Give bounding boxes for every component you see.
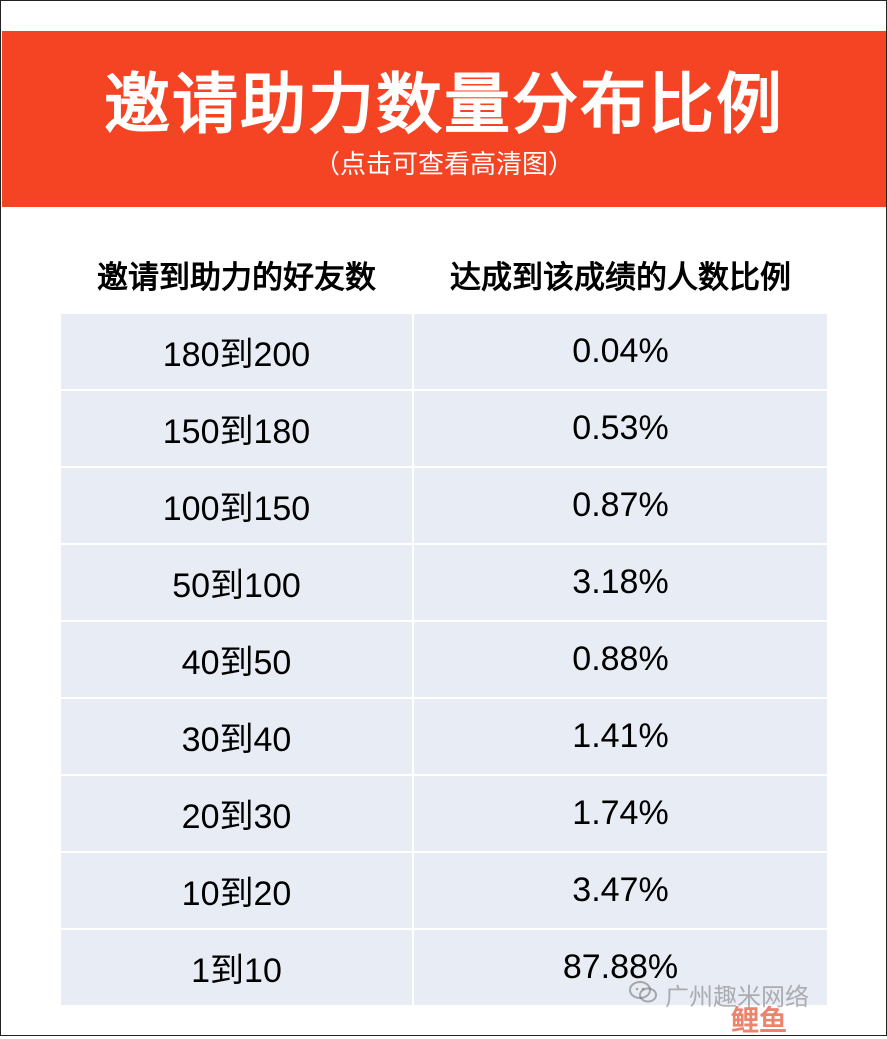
- ratio-cell: 0.87%: [413, 466, 829, 544]
- page-title: 邀请助力数量分布比例: [104, 66, 784, 143]
- table-header-row: 邀请到助力的好友数 达成到该成绩的人数比例: [61, 236, 829, 313]
- ratio-cell: 3.18%: [413, 543, 829, 621]
- table-row: 180到200 0.04%: [61, 312, 829, 390]
- ratio-cell: 0.04%: [413, 312, 829, 390]
- table-row: 50到100 3.18%: [61, 543, 829, 621]
- ratio-cell: 87.88%: [413, 928, 829, 1005]
- page-subtitle-link[interactable]: （点击可查看高清图）: [313, 150, 574, 180]
- range-cell: 10到20: [61, 851, 414, 929]
- watermark-text: 广州趣米网络: [665, 983, 809, 1011]
- table-row: 10到20 3.47%: [61, 851, 829, 929]
- watermark: 广州趣米网络 鲤鱼: [621, 969, 871, 1037]
- ratio-cell: 3.47%: [413, 851, 829, 929]
- range-cell: 30到40: [61, 697, 414, 775]
- range-cell: 1到10: [61, 928, 414, 1005]
- distribution-table: 邀请到助力的好友数 达成到该成绩的人数比例 180到200 0.04% 150到…: [61, 236, 829, 1005]
- table-row: 40到50 0.88%: [61, 620, 829, 698]
- title-banner: 邀请助力数量分布比例 （点击可查看高清图）: [2, 31, 886, 207]
- range-cell: 20到30: [61, 774, 414, 852]
- ratio-cell: 1.41%: [413, 697, 829, 775]
- column-header-ratio: 达成到该成绩的人数比例: [413, 236, 829, 313]
- range-cell: 180到200: [61, 312, 414, 390]
- ratio-cell: 0.88%: [413, 620, 829, 698]
- table-row: 30到40 1.41%: [61, 697, 829, 775]
- ratio-cell: 0.53%: [413, 389, 829, 467]
- column-header-friends: 邀请到助力的好友数: [61, 236, 414, 313]
- table-row: 100到150 0.87%: [61, 466, 829, 544]
- range-cell: 40到50: [61, 620, 414, 698]
- wechat-icon: [629, 981, 657, 1003]
- table-row: 150到180 0.53%: [61, 389, 829, 467]
- ratio-cell: 1.74%: [413, 774, 829, 852]
- watermark-logo: 鲤鱼: [731, 1004, 788, 1037]
- range-cell: 150到180: [61, 389, 414, 467]
- table-row: 20到30 1.74%: [61, 774, 829, 852]
- table-row: 1到10 87.88%: [61, 928, 829, 1005]
- range-cell: 50到100: [61, 543, 414, 621]
- range-cell: 100到150: [61, 466, 414, 544]
